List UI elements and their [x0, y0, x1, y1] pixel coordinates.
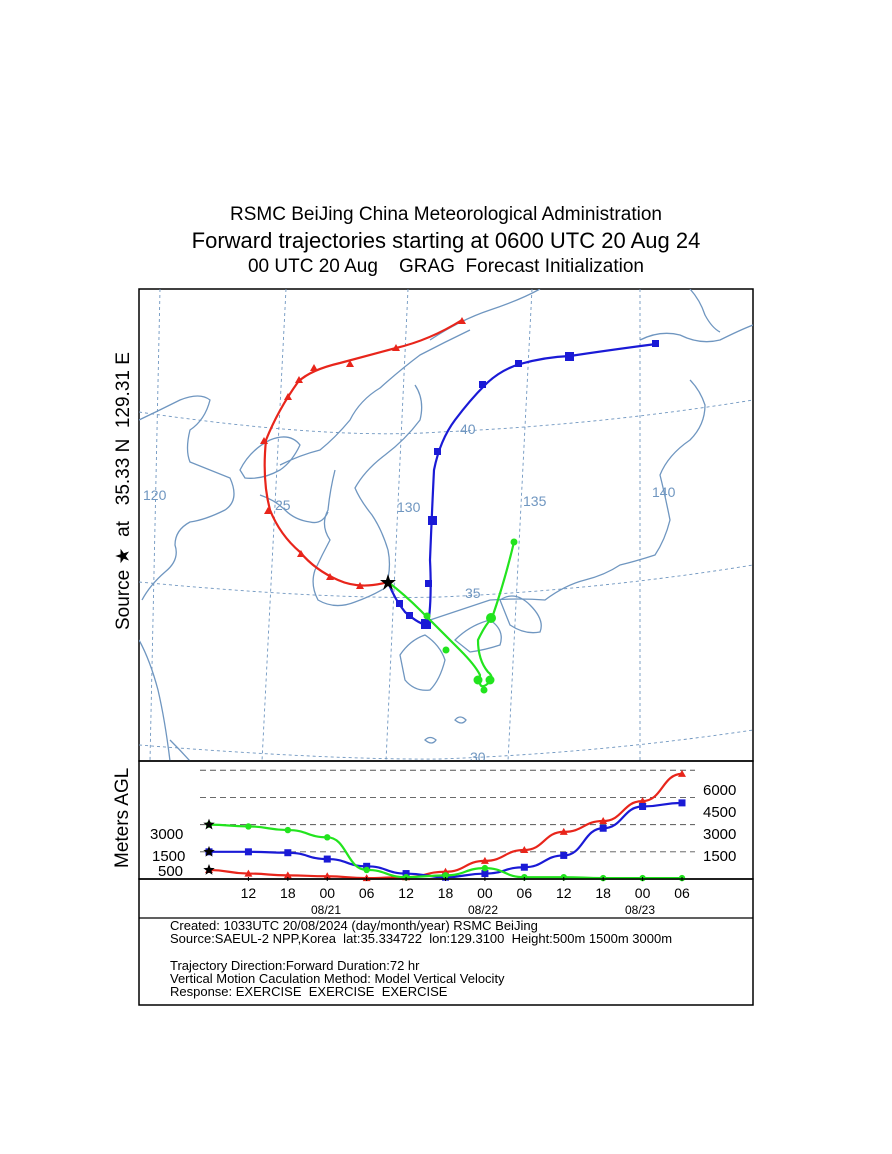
height-point [678, 799, 686, 807]
trajectory-red-500m [260, 317, 466, 589]
graticule [139, 289, 753, 761]
footer-box [138, 878, 754, 1006]
x-tick-label: 12 [556, 885, 572, 901]
footer-line-1: Created: 1033UTC 20/08/2024 (day/month/y… [170, 918, 538, 933]
height-point [284, 849, 292, 857]
height-panel-frame [138, 760, 754, 880]
height-point [323, 855, 331, 863]
right-label-1500: 1500 [703, 848, 736, 865]
height-series [203, 769, 686, 882]
height-point [639, 803, 647, 810]
footer-line-2: Source:SAEUL-2 NPP,Korea lat:35.334722 l… [170, 931, 673, 946]
height-point [480, 856, 489, 864]
start-star-icon [203, 863, 215, 875]
x-tick-label: 00 [319, 885, 335, 901]
right-label-4500: 4500 [703, 804, 736, 821]
height-grid [200, 769, 695, 853]
lon-label-135: 135 [523, 493, 547, 509]
right-label-6000: 6000 [703, 782, 736, 799]
title-line-3: 00 UTC 20 Aug GRAG Forecast Initializati… [247, 256, 644, 277]
height-point [599, 824, 607, 832]
title-line-1: RSMC BeiJing China Meteorological Admini… [230, 204, 662, 225]
footer-line-4: Vertical Motion Caculation Method: Model… [170, 971, 505, 986]
date-label-0823: 08/23 [625, 903, 655, 917]
x-tick-label: 06 [359, 885, 375, 901]
height-x-ticks: 12 18 00 06 12 18 00 06 12 18 00 06 [241, 877, 690, 901]
date-label-0822: 08/22 [468, 903, 498, 917]
height-point [481, 870, 489, 878]
x-tick-label: 18 [280, 885, 296, 901]
x-tick-label: 18 [595, 885, 611, 901]
lat-label-35: 35 [465, 585, 481, 601]
x-tick-label: 06 [517, 885, 533, 901]
height-point [363, 862, 371, 870]
height-point [284, 826, 292, 834]
x-tick-label: 00 [477, 885, 493, 901]
lon-label-120: 120 [143, 487, 167, 503]
height-point [481, 864, 489, 872]
height-point [560, 851, 568, 859]
height-point [363, 866, 370, 874]
trajectory-green-3000m [387, 538, 518, 694]
date-label-0821: 08/21 [311, 903, 341, 917]
title-line-2: Forward trajectories starting at 0600 UT… [191, 228, 701, 253]
lat-label-30: 30 [470, 749, 486, 765]
source-star-icon [380, 574, 396, 590]
lon-label-130: 130 [397, 499, 421, 515]
height-point [599, 817, 608, 824]
height-point [402, 870, 410, 878]
x-tick-label: 06 [674, 885, 690, 901]
lat-label-40: 40 [460, 421, 476, 437]
height-point [520, 846, 529, 853]
height-point [283, 871, 292, 879]
height-point [245, 823, 252, 830]
height-point [678, 769, 686, 777]
height-point [638, 797, 647, 805]
height-point [244, 869, 253, 877]
start-star-icon [203, 818, 215, 830]
start-star-icon [203, 845, 215, 857]
height-point [442, 872, 449, 879]
height-point [244, 848, 252, 856]
left-label-1500: 1500 [152, 848, 185, 865]
x-tick-label: 12 [241, 885, 257, 901]
height-point [323, 872, 332, 880]
x-tick-label: 12 [398, 885, 414, 901]
height-point [559, 827, 568, 835]
map-frame [138, 288, 754, 762]
footer-line-3: Trajectory Direction:Forward Duration:72… [170, 958, 420, 973]
right-label-3000: 3000 [703, 826, 736, 843]
left-label-500: 500 [158, 863, 183, 880]
lat-label-25: 25 [275, 497, 291, 513]
left-label-3000: 3000 [150, 826, 183, 843]
lon-label-140: 140 [652, 484, 676, 500]
x-tick-label: 00 [635, 885, 651, 901]
height-series-line-1 [208, 801, 683, 879]
height-point [324, 834, 331, 841]
footer-line-5: Response: EXERCISE EXERCISE EXERCISE [170, 984, 448, 999]
x-tick-label: 18 [438, 885, 454, 901]
height-point [520, 863, 528, 871]
trajectory-blue-1500m [386, 340, 659, 629]
